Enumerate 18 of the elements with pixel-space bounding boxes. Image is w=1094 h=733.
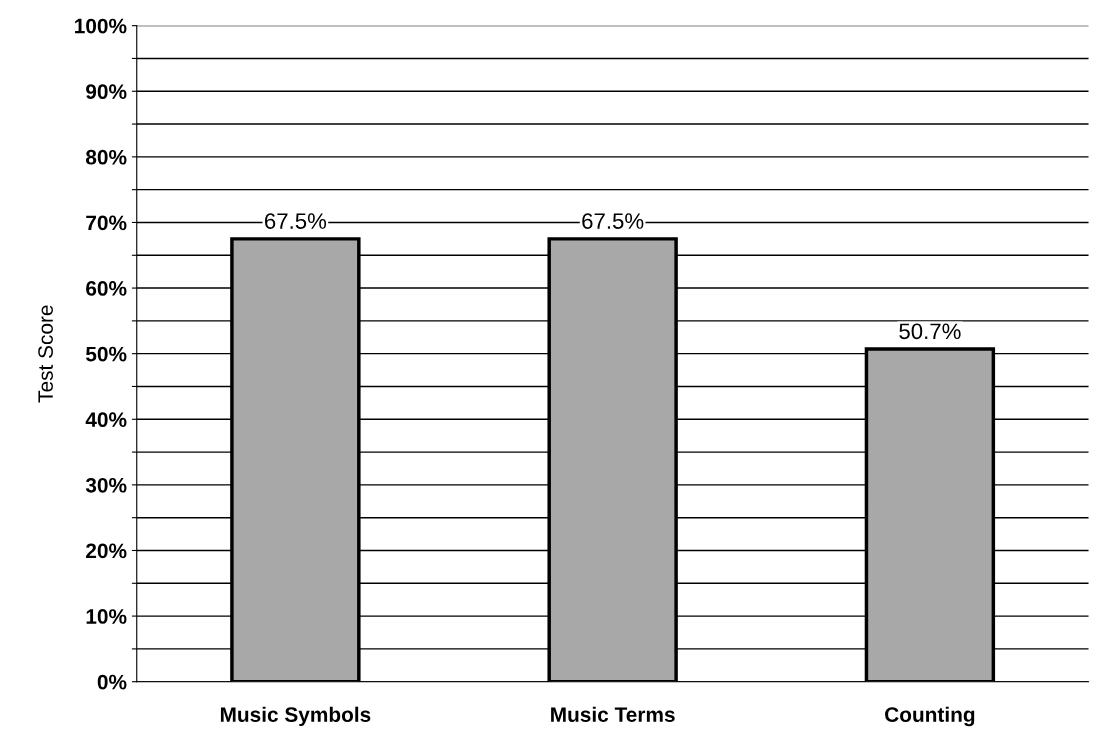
y-tick-label: 0%	[97, 674, 127, 690]
y-tick-label: 70%	[86, 215, 127, 231]
x-tick-label: Counting	[885, 706, 975, 727]
y-axis-title: Test Score	[38, 305, 53, 403]
data-label: 67.5%	[582, 213, 644, 229]
y-tick-label: 30%	[85, 477, 127, 493]
y-tick-label: 60%	[86, 281, 127, 296]
y-tick-label: 80%	[85, 149, 127, 165]
data-label: 67.5%	[265, 213, 327, 229]
y-tick-label: 10%	[86, 609, 127, 624]
data-label: 50.7%	[899, 323, 961, 340]
y-tick-label: 20%	[86, 543, 127, 559]
y-tick-label: 40%	[85, 412, 127, 428]
y-tick-label: 50%	[85, 346, 127, 362]
x-tick-label: Music Terms	[551, 706, 675, 722]
y-tick-label: 100%	[75, 18, 127, 34]
x-tick-label: Music Symbols	[220, 706, 371, 727]
y-tick-label: 90%	[86, 84, 127, 100]
